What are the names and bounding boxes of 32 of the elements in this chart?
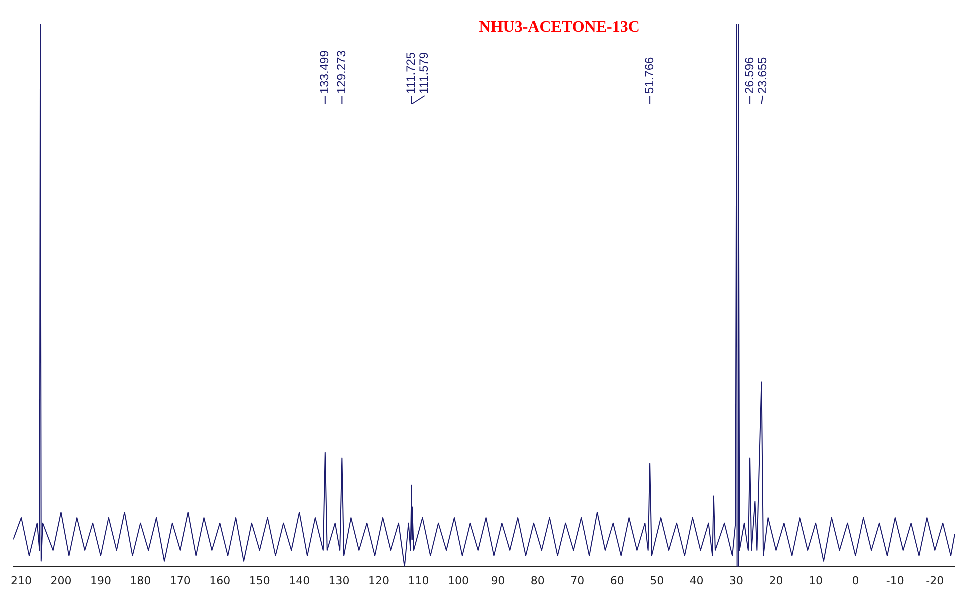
annotation: 133.499: [318, 50, 332, 94]
x-tick-label: 80: [530, 574, 545, 588]
x-tick-label: 160: [210, 574, 231, 588]
x-tick-label: 100: [448, 574, 469, 588]
x-tick-label: 190: [90, 574, 112, 588]
x-tick-label: 50: [650, 574, 664, 588]
x-tick-label: 120: [368, 574, 390, 588]
x-tick-label: 140: [289, 574, 310, 588]
x-tick-label: 150: [249, 574, 270, 588]
x-tick-label: 30: [730, 574, 744, 588]
annotation: 51.766: [642, 56, 656, 94]
annotation: 111.725: [404, 52, 418, 94]
x-tick-label: 200: [50, 574, 72, 588]
x-tick-label: -10: [886, 574, 904, 588]
annotation: 23.655: [755, 56, 770, 94]
x-tick-label: 0: [852, 574, 860, 588]
chart-title: NHU3-ACETONE-13C: [479, 19, 640, 36]
x-tick-label: 90: [491, 574, 506, 588]
annotation: 26.596: [742, 56, 756, 94]
x-tick-label: -20: [926, 574, 944, 588]
x-tick-label: 110: [408, 574, 430, 588]
x-tick-label: 170: [170, 574, 191, 588]
annotation: 129.273: [334, 50, 348, 94]
x-tick-label: 70: [570, 574, 585, 588]
x-tick-label: 10: [808, 574, 823, 588]
x-tick-label: 20: [769, 574, 784, 588]
x-tick-label: 130: [328, 574, 350, 588]
x-tick-label: 60: [610, 574, 624, 588]
x-tick-label: 210: [11, 574, 32, 588]
annotation: 111.579: [417, 52, 432, 94]
x-tick-label: 180: [130, 574, 152, 588]
x-tick-label: 40: [690, 574, 704, 588]
